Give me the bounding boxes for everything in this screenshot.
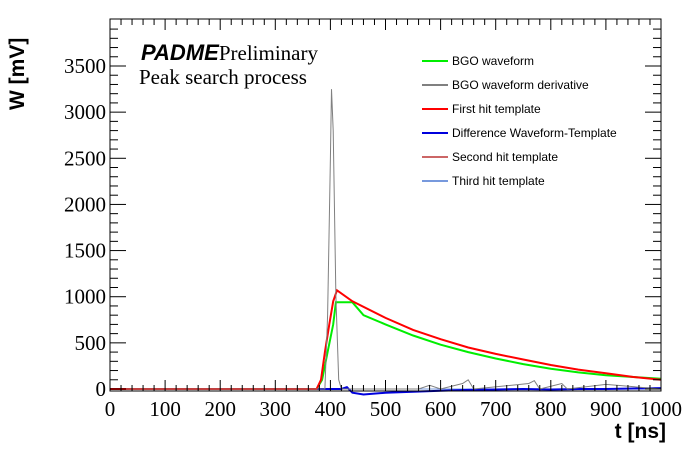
- y-tick-label: 1500: [64, 239, 106, 263]
- x-tick-label: 200: [204, 397, 236, 421]
- y-tick-label: 2000: [64, 192, 106, 216]
- x-tick-label: 100: [149, 397, 181, 421]
- series-line-2: [110, 288, 662, 390]
- y-tick-label: 2500: [64, 146, 106, 170]
- legend-swatch: [422, 131, 448, 135]
- legend-label: BGO waveform derivative: [452, 78, 589, 92]
- legend: BGO waveform BGO waveform derivative First…: [422, 49, 617, 193]
- y-tick-label: 3000: [64, 100, 106, 124]
- legend-swatch: [422, 180, 448, 182]
- series-line-0: [110, 301, 662, 390]
- legend-label: Second hit template: [452, 150, 559, 164]
- legend-item: BGO waveform derivative: [422, 73, 617, 97]
- series-line-3: [110, 386, 662, 396]
- legend-item: First hit template: [422, 97, 617, 121]
- y-axis: 0 500 1000 1500 2000 2500 3000 3500: [64, 28, 661, 401]
- legend-label: Difference Waveform-Template: [452, 126, 617, 140]
- brand-label: PADME: [141, 40, 219, 65]
- legend-swatch: [422, 59, 448, 63]
- y-tick-label: 500: [75, 331, 107, 355]
- legend-label: Third hit template: [452, 174, 545, 188]
- y-tick-label: 1000: [64, 285, 106, 309]
- chart-title: PADMEPreliminary: [141, 40, 318, 66]
- legend-item: BGO waveform: [422, 49, 617, 73]
- y-axis-title: W [mV]: [6, 37, 29, 110]
- x-tick-label: 900: [590, 397, 622, 421]
- x-tick-label: 800: [535, 397, 567, 421]
- legend-swatch: [422, 84, 448, 86]
- chart-subtitle: Peak search process: [139, 65, 307, 89]
- x-tick-label: 300: [260, 397, 292, 421]
- x-tick-label: 1000: [640, 397, 682, 421]
- legend-item: Difference Waveform-Template: [422, 121, 617, 145]
- legend-item: Third hit template: [422, 169, 617, 193]
- legend-swatch: [422, 156, 448, 158]
- x-tick-label: 400: [315, 397, 347, 421]
- y-tick-label: 0: [96, 377, 107, 401]
- legend-item: Second hit template: [422, 145, 617, 169]
- legend-swatch: [422, 107, 448, 111]
- x-tick-label: 500: [370, 397, 402, 421]
- preliminary-label: Preliminary: [218, 41, 318, 65]
- legend-label: BGO waveform: [452, 54, 535, 68]
- legend-label: First hit template: [452, 102, 541, 116]
- y-tick-label: 3500: [64, 54, 106, 78]
- series-layer: [110, 89, 662, 396]
- x-axis: 0 100 200 300 400 500 600 700 800 900 1000: [105, 19, 682, 421]
- x-tick-label: 700: [480, 397, 512, 421]
- x-axis-title: t [ns]: [614, 420, 666, 443]
- x-tick-label: 0: [105, 397, 116, 421]
- x-tick-label: 600: [425, 397, 457, 421]
